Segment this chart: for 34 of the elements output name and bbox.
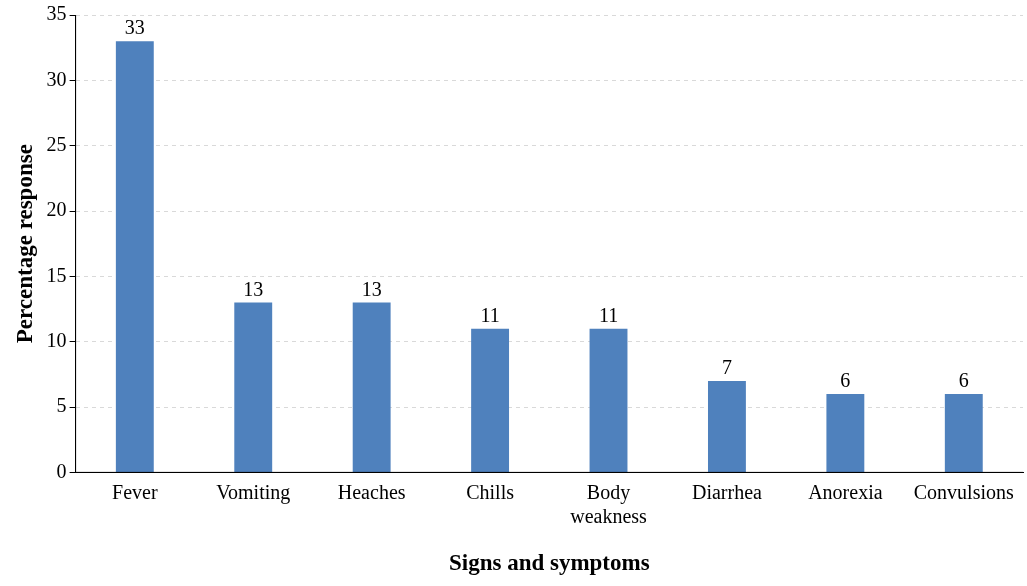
- bar: [707, 380, 746, 472]
- bar: [589, 328, 628, 472]
- x-axis-title: Signs and symptoms: [448, 550, 650, 576]
- x-tick-label: Diarrhea: [691, 480, 763, 503]
- data-label: 13: [361, 277, 382, 300]
- x-tick-label: Chills: [466, 480, 515, 503]
- data-label: 33: [124, 16, 145, 39]
- y-tick-label: 0: [56, 459, 67, 482]
- data-label: 6: [958, 369, 969, 392]
- y-tick-label: 20: [46, 198, 67, 221]
- y-tick-label: 30: [46, 67, 67, 90]
- y-tick-label: 25: [46, 132, 67, 155]
- bar: [234, 302, 273, 472]
- x-tick-label: Fever: [112, 480, 158, 503]
- y-tick-label: 10: [46, 328, 67, 351]
- y-tick-label: 35: [46, 2, 67, 25]
- bar: [826, 393, 865, 472]
- data-label: 13: [243, 277, 264, 300]
- data-label: 7: [721, 356, 732, 379]
- y-tick-label: 5: [56, 394, 67, 417]
- data-label: 6: [840, 369, 851, 392]
- x-tick-label: Heaches: [337, 480, 406, 503]
- x-tick-label: Anorexia: [808, 480, 883, 503]
- data-label: 11: [598, 303, 619, 326]
- bar: [944, 393, 983, 472]
- data-label: 11: [480, 303, 500, 326]
- x-tick-label: Convulsions: [913, 480, 1015, 503]
- bar: [115, 41, 154, 472]
- y-tick-label: 15: [46, 263, 67, 286]
- x-tick-label: Body weakness: [570, 480, 648, 527]
- x-tick-label: Vomiting: [216, 480, 291, 504]
- bar: [352, 302, 391, 472]
- bar: [471, 328, 510, 472]
- y-axis-title: Percentage response: [11, 144, 37, 344]
